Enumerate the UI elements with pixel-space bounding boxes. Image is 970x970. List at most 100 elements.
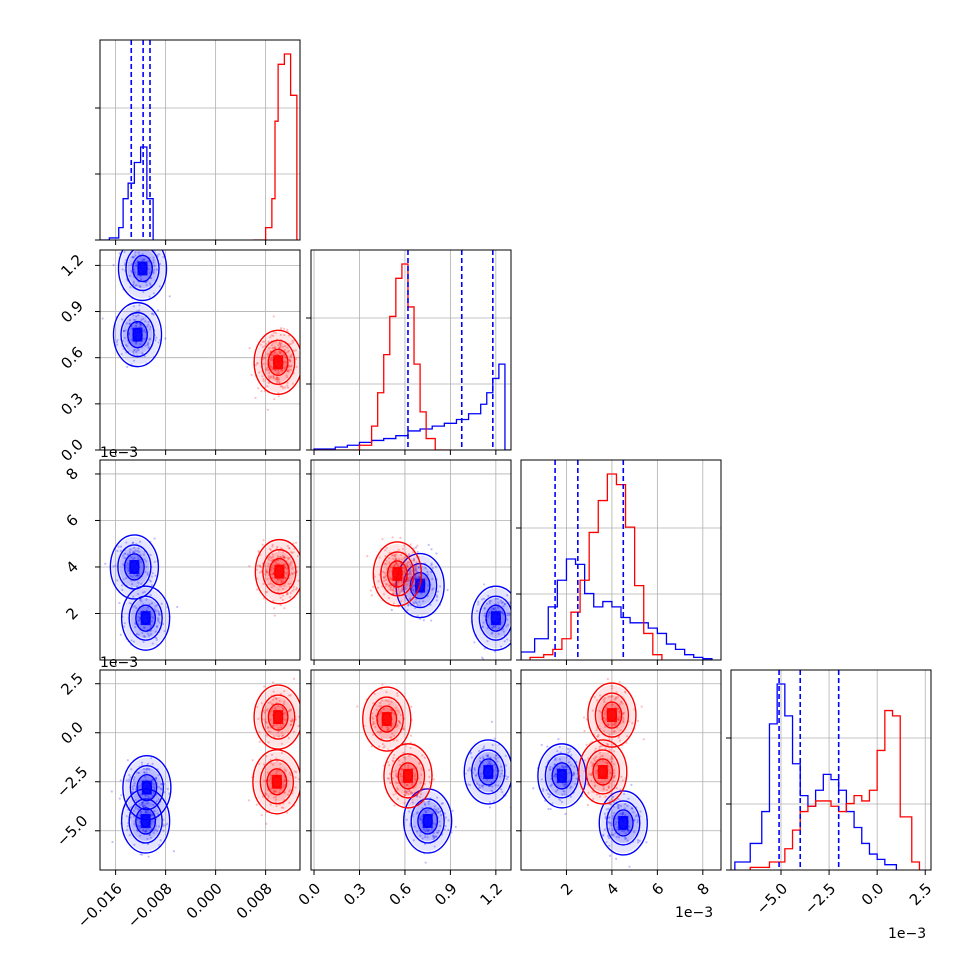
scatter-point: [290, 720, 293, 723]
scatter-point: [601, 754, 604, 757]
scatter-point: [432, 587, 435, 590]
scatter-point: [265, 367, 269, 370]
contour-red: [266, 768, 288, 796]
scatter-point: [266, 771, 269, 774]
scatter-point: [399, 536, 402, 539]
scatter-point: [119, 779, 122, 782]
contour-blue: [551, 762, 573, 790]
scatter-point: [123, 552, 126, 555]
scatter-point: [277, 344, 280, 347]
density-peak: [402, 768, 413, 783]
scatter-point: [411, 783, 414, 786]
scatter-point: [619, 804, 623, 808]
scatter-point: [388, 772, 391, 775]
scatter-point: [412, 602, 416, 606]
scatter-point: [289, 719, 293, 722]
scatter-point: [619, 799, 622, 802]
density-peak: [132, 327, 143, 342]
scatter-point: [151, 312, 154, 315]
scatter-point: [431, 577, 434, 580]
scatter-point: [268, 371, 271, 374]
y-tick-label: −2.5: [53, 763, 91, 801]
scatter-point: [597, 734, 600, 737]
scatter-point: [274, 369, 277, 372]
scatter-point: [613, 774, 616, 777]
scatter-point: [475, 609, 479, 613]
scatter-point: [590, 773, 593, 776]
scatter-point: [604, 761, 607, 764]
scatter-point: [552, 775, 556, 778]
scatter-point: [412, 559, 415, 562]
density-peak: [381, 712, 392, 727]
scatter-point: [596, 735, 599, 738]
scatter-point: [416, 550, 419, 554]
scatter-point: [419, 818, 422, 821]
scatter-point: [263, 779, 266, 783]
scatter-point: [304, 554, 306, 556]
scatter-point: [500, 788, 503, 791]
scatter-point: [393, 753, 396, 757]
scatter-point: [479, 757, 482, 760]
scatter-point: [142, 330, 145, 333]
scatter-point: [621, 811, 624, 814]
scatter-point: [132, 280, 135, 283]
scatter-point: [272, 724, 275, 727]
scatter-point: [275, 772, 278, 775]
contour-red: [254, 538, 300, 605]
scatter-point: [626, 804, 629, 808]
scatter-point: [132, 282, 135, 285]
scatter-point: [403, 543, 406, 547]
scatter-point: [147, 632, 150, 635]
scatter-point: [559, 799, 562, 802]
scatter-point: [143, 830, 146, 833]
scatter-point: [426, 808, 429, 811]
scatter-point: [493, 607, 496, 610]
scatter-point: [413, 584, 416, 587]
scatter-point: [394, 593, 397, 596]
scatter-point: [266, 590, 269, 594]
scatter-point: [133, 822, 136, 826]
scatter-point: [289, 723, 292, 726]
panel-frame: [310, 669, 512, 871]
scatter-point: [148, 246, 150, 248]
scatter-point: [599, 694, 602, 697]
scatter-point: [141, 631, 144, 635]
x-tick-label: −5.0: [753, 880, 791, 918]
scatter-point: [148, 833, 151, 836]
scatter-point: [624, 837, 627, 841]
scatter-point: [415, 564, 418, 567]
scatter-point: [273, 789, 276, 792]
scatter-point: [138, 616, 141, 620]
scatter-point: [436, 590, 440, 593]
contour-blue: [485, 604, 507, 632]
scatter-point: [394, 706, 398, 709]
scatter-point: [497, 784, 500, 787]
scatter-point: [128, 274, 131, 277]
scatter-point: [155, 638, 158, 641]
scatter-point: [393, 554, 396, 557]
scatter-point: [289, 596, 292, 599]
scatter-point: [481, 656, 484, 659]
scatter-point: [589, 774, 593, 777]
scatter-point: [271, 573, 274, 576]
scatter-point: [289, 563, 292, 566]
scatter-point: [283, 791, 286, 794]
scatter-point: [116, 343, 119, 346]
scatter-point: [112, 565, 115, 568]
scatter-point: [613, 769, 616, 772]
scatter-point: [387, 557, 391, 560]
scatter-point: [269, 364, 272, 367]
scatter-point: [137, 619, 140, 623]
scatter-point: [137, 547, 140, 550]
scatter-point: [562, 765, 565, 768]
scatter-point: [494, 597, 497, 600]
scatter-point: [157, 612, 160, 615]
scatter-point: [271, 356, 274, 359]
scatter-point: [608, 733, 611, 737]
scatter-point: [400, 553, 403, 556]
scatter-point: [125, 322, 128, 325]
scatter-point: [513, 629, 515, 631]
scatter-point: [591, 765, 594, 768]
scatter-point: [279, 345, 282, 348]
scatter-point: [415, 569, 418, 573]
